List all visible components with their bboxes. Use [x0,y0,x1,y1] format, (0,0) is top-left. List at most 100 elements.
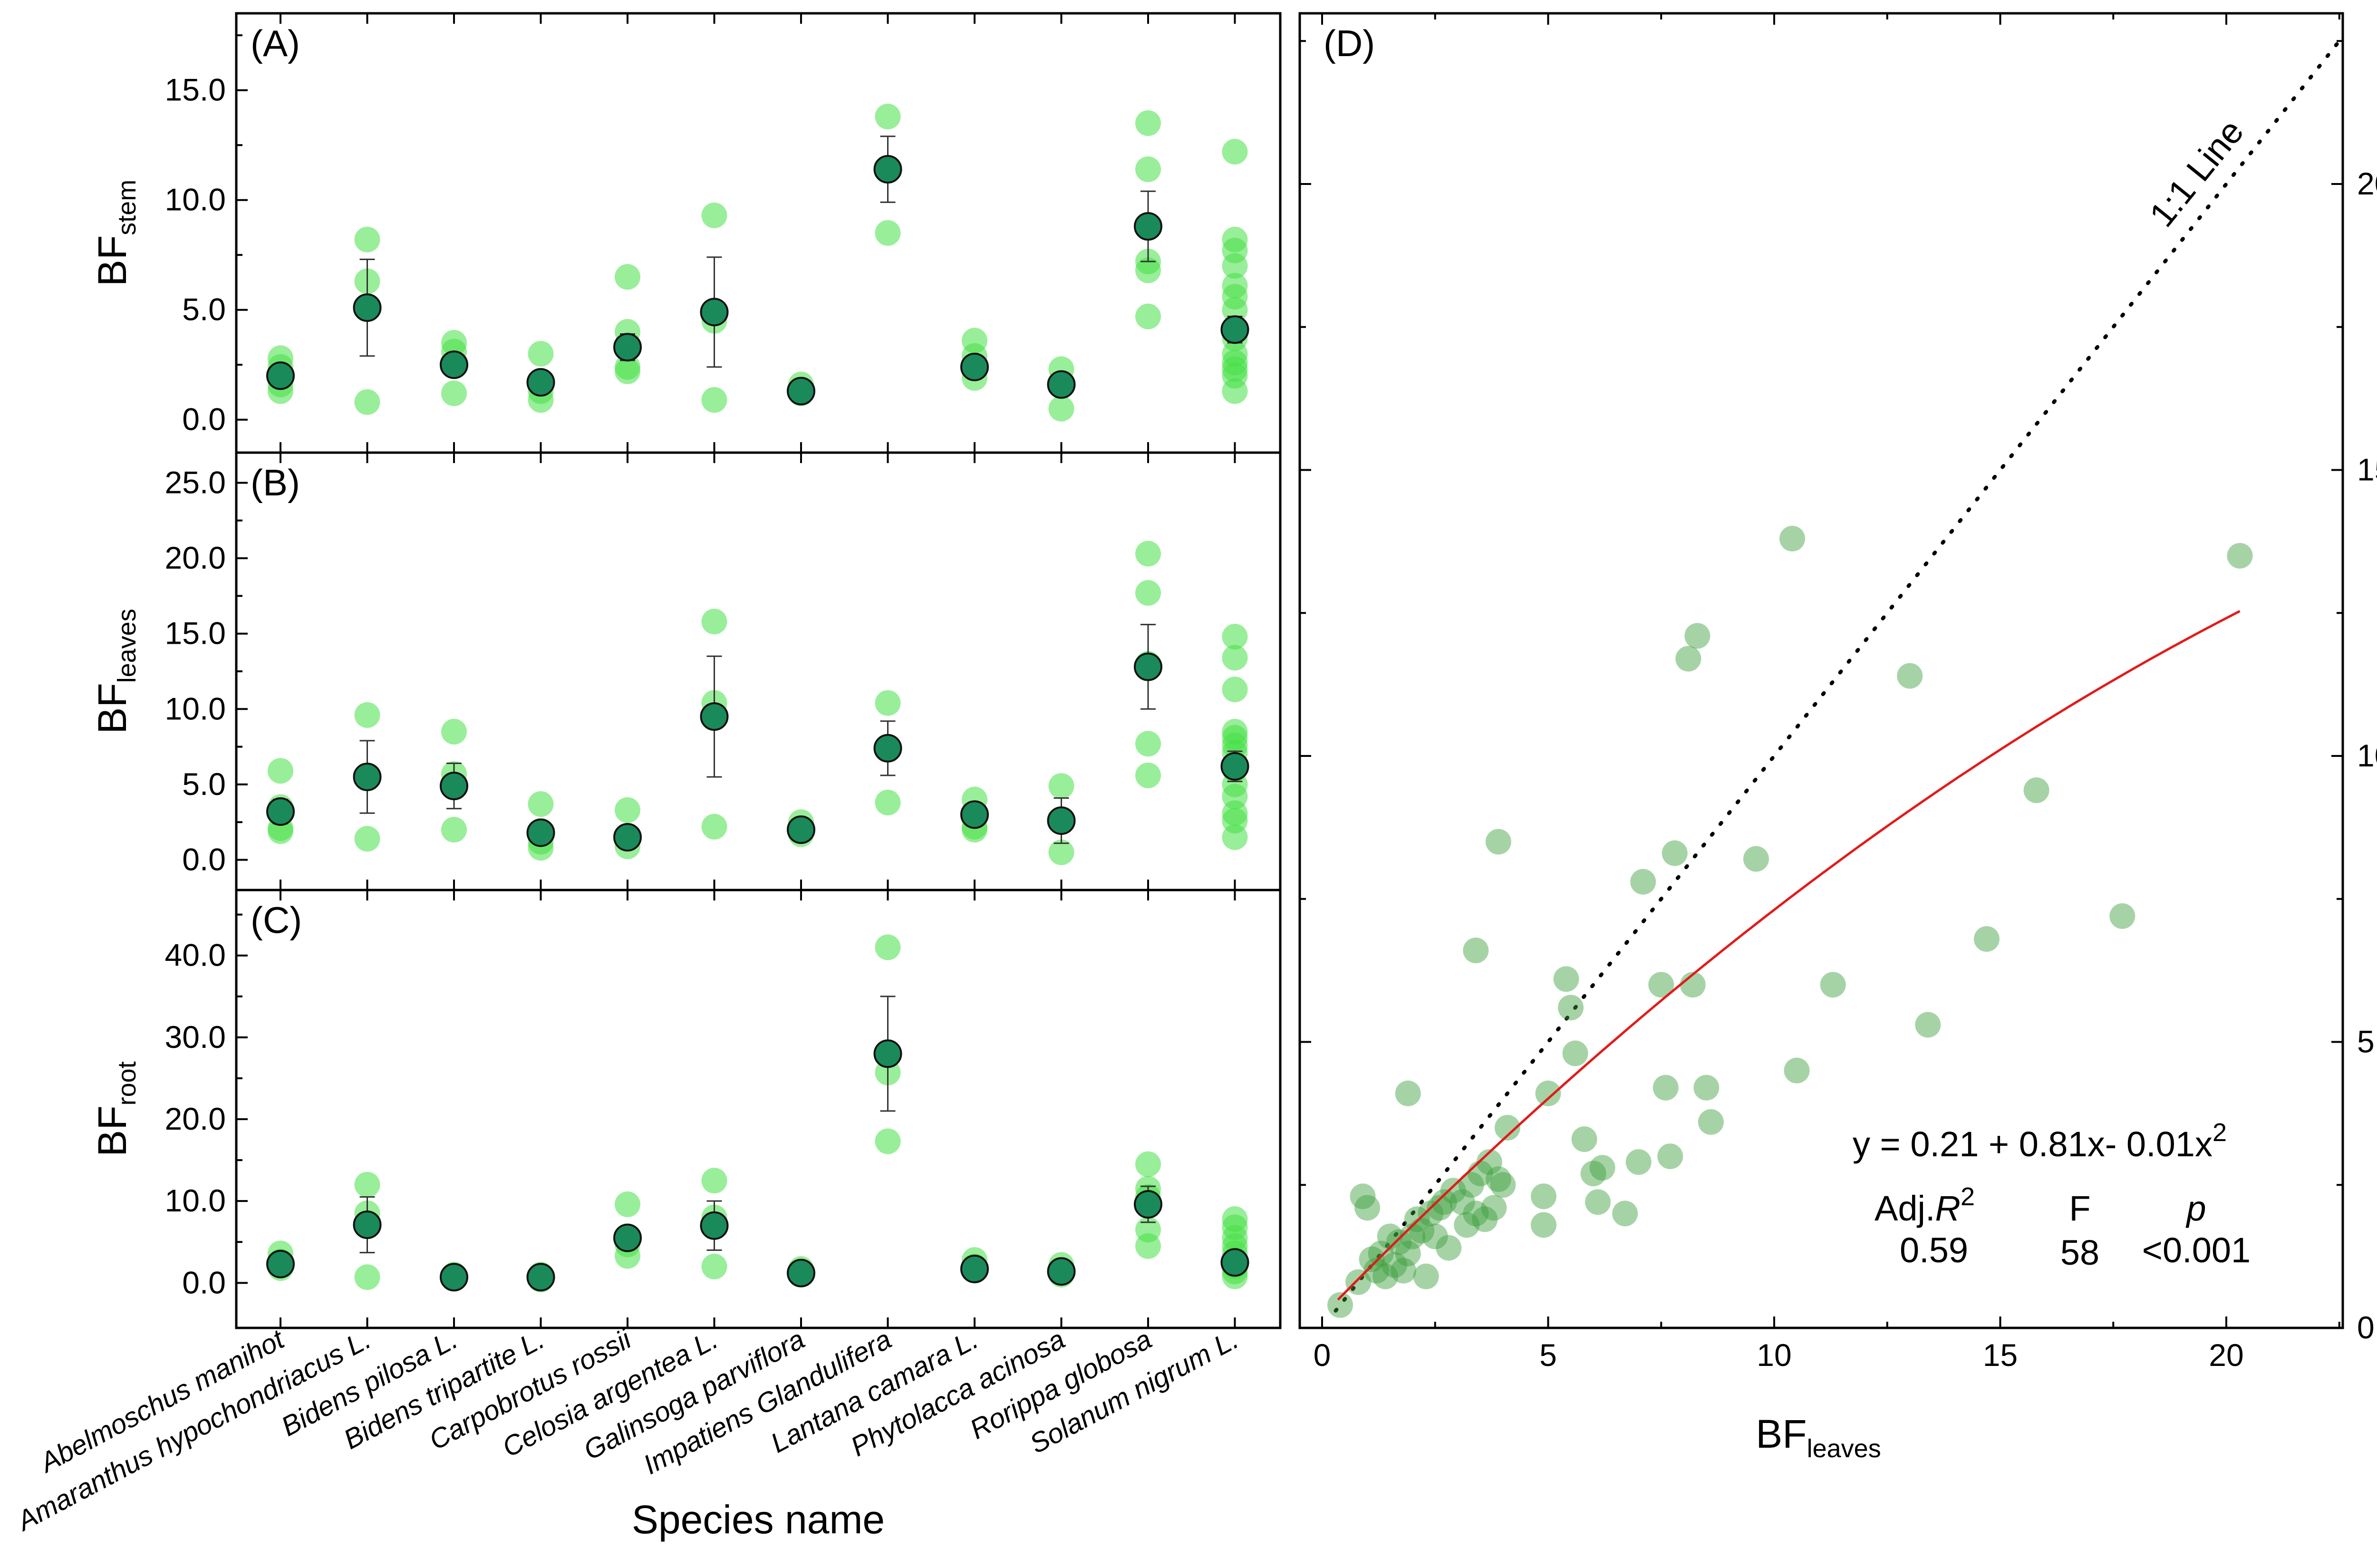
raw-point [701,1168,727,1194]
mean-point [960,1255,989,1284]
scatter-point [1630,869,1656,895]
raw-point [441,718,467,745]
mean-point [440,1263,468,1292]
raw-point [528,791,554,817]
raw-point [1135,1233,1161,1259]
species-label: Amaranthus hypochondriacus L. [11,1324,376,1537]
raw-point [1048,773,1074,799]
scatter-point [1915,1012,1941,1038]
panel-title-C: (C) [251,899,302,941]
mean-point [1220,752,1249,781]
mean-point [787,815,815,844]
mean-point [613,1223,642,1252]
raw-point [1048,839,1074,865]
y-tick-label-C: 30.0 [165,1019,226,1055]
y-tick-label-A: 10.0 [165,182,226,217]
scatter-point [1350,1183,1376,1210]
raw-point [1135,303,1161,329]
y-tick-label-B: 25.0 [165,465,226,500]
scatter-point [1400,1223,1426,1249]
scatter-point [1391,1258,1417,1284]
y-tick-label-C: 0.0 [182,1265,226,1300]
scatter-point [1675,646,1701,672]
raw-point [875,690,901,716]
raw-point [1048,396,1074,422]
y-tick-label-A: 0.0 [182,402,226,437]
mean-point [613,823,642,852]
y-tick-label-B: 5.0 [182,766,226,802]
mean-point [353,763,382,792]
mean-point [700,1211,729,1240]
mean-point [1220,315,1249,344]
scatter-point [1625,1149,1652,1175]
stat-f-label: F [2069,1189,2090,1228]
mean-point [873,1039,902,1068]
fit-equation-main: y = 0.21 + 0.81x- 0.01x [1853,1124,2213,1164]
y-axis-label-B-sub: leaves [113,609,141,683]
scatter-point [1530,1212,1556,1238]
raw-point [1222,624,1248,650]
scatter-point [1422,1223,1448,1249]
panel-B: 0.0 5.0 10.0 15.0 20.0 25.0 (B) BFleaves [90,451,1282,891]
mean-point [1134,212,1162,241]
panel-title-D: (D) [1324,22,1375,64]
scatter-point [1693,1074,1720,1101]
raw-point [1222,824,1248,850]
stat-f-value: 58 [2060,1233,2099,1272]
mean-point [1220,1248,1249,1277]
y-axis-label-B: BFleaves [90,609,141,734]
scatter-point [1662,840,1688,866]
stat-adj-r2-value: 0.59 [1900,1230,1968,1270]
raw-point [701,387,727,413]
raw-point [1135,156,1161,183]
mean-point [1047,806,1076,835]
x-tick-label-D: 5 [1539,1337,1557,1373]
scatter-point [1454,1212,1480,1238]
stat-adj-r2-part: Adj. [1875,1189,1935,1228]
fit-curve [1337,610,2241,1301]
raw-point [875,790,901,815]
scatter-point [1354,1195,1381,1221]
panel-A: 0.0 5.0 10.0 15.0 (A) BFstem [90,12,1282,454]
panel-C-frame [235,889,1282,1329]
y-tick-label-A: 15.0 [165,72,226,107]
y-axis-label-C-sub: root [113,1061,141,1105]
raw-point [354,389,380,415]
mean-point [526,368,555,397]
raw-point [615,264,640,290]
scatter-point [1363,1258,1390,1284]
raw-point [268,818,293,844]
y-tick-label-C: 20.0 [165,1101,226,1136]
raw-point [441,817,467,843]
scatter-point [1485,1166,1511,1192]
y-axis-label-A-main: BF [90,235,135,286]
scatter-point [1327,1292,1353,1318]
y-tick-label-C: 10.0 [165,1183,226,1218]
raw-point [615,1191,640,1218]
mean-point [266,797,295,826]
mean-point [700,298,729,327]
fit-equation-sub: 2 [2213,1118,2227,1147]
scatter-point [1820,972,1846,998]
y-axis-label-C-main: BF [90,1105,135,1156]
stat-adj-r2-part: R [1935,1189,1961,1228]
scatter-point [1372,1263,1399,1289]
scatter-point [1436,1235,1462,1261]
mean-point [700,702,729,731]
y-tick-label-B: 15.0 [165,616,226,651]
y-tick-label-D: 15 [2357,452,2377,487]
raw-point [1135,731,1161,757]
raw-point [1222,139,1248,165]
mean-point [526,1263,555,1292]
x-tick-label-D: 20 [2209,1337,2243,1373]
mean-point [960,352,989,381]
scatter-point [1784,1057,1810,1084]
scatter-point [1657,1143,1683,1170]
y-axis-label-A: BFstem [90,180,141,286]
mean-point [613,333,642,362]
scatter-point [1368,1240,1394,1267]
raw-point [701,609,727,635]
raw-point [1222,253,1248,279]
y-tick-label-D: 0 [2357,1310,2375,1345]
stat-p-value: <0.001 [2142,1230,2251,1270]
